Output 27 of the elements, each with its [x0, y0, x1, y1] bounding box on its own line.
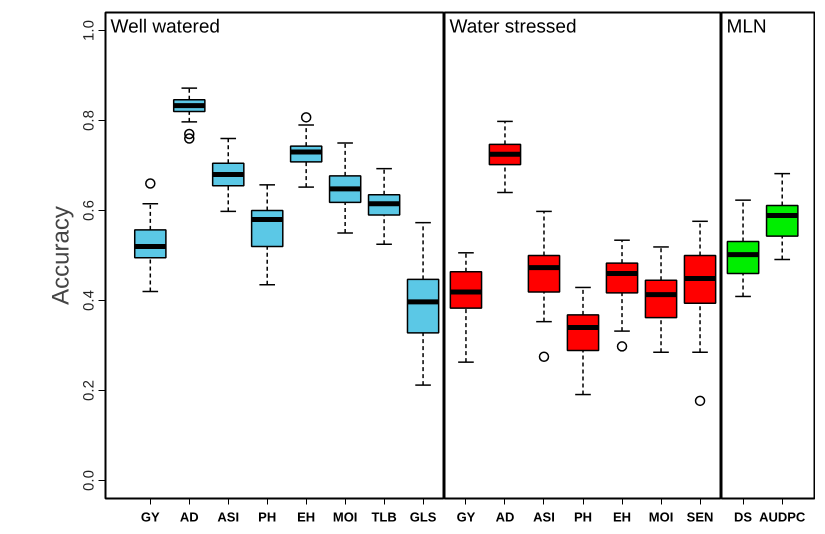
y-axis-title: Accuracy: [48, 206, 74, 305]
x-tick-label: AUDPC: [759, 510, 806, 524]
x-tick-label: ASI: [217, 510, 240, 524]
y-tick-label: 0.0: [80, 470, 98, 491]
chart-title: Well watered: [110, 16, 220, 38]
x-tick-label: PH: [574, 510, 592, 524]
x-tick-label: EH: [297, 510, 316, 524]
x-tick-label: EH: [612, 510, 632, 524]
x-tick-label: AD: [496, 510, 514, 524]
y-tick-label: 0.6: [80, 200, 98, 221]
y-tick-label: 0.8: [80, 110, 98, 131]
chart-title: MLN: [726, 16, 767, 38]
y-tick-label: 0.4: [80, 290, 98, 311]
y-tick-label: 0.2: [80, 380, 98, 401]
y-tick-label: 1.0: [80, 20, 98, 41]
x-tick-label: MOI: [332, 510, 358, 524]
x-tick-label: AD: [180, 510, 199, 524]
x-tick-label: DS: [734, 510, 752, 524]
chart-title: Water stressed: [450, 16, 577, 38]
x-tick-label: GY: [456, 510, 476, 524]
x-tick-label: GY: [140, 510, 160, 524]
x-tick-label: PH: [258, 510, 276, 524]
x-tick-label: TLB: [371, 510, 397, 524]
x-tick-label: GLS: [410, 510, 437, 524]
x-tick-label: MOI: [648, 510, 674, 524]
x-tick-label: SEN: [686, 510, 714, 524]
x-tick-label: ASI: [533, 510, 555, 524]
